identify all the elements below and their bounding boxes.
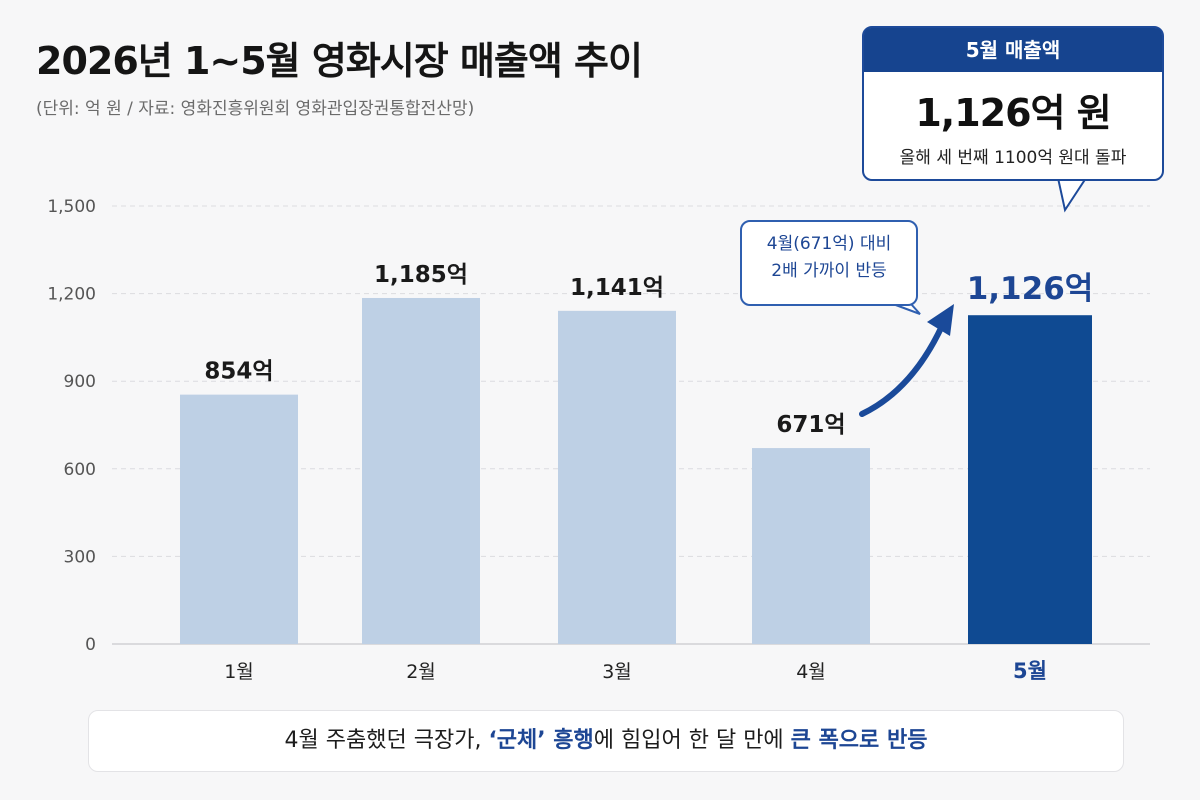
- y-tick-label: 300: [64, 547, 96, 567]
- bar-4: [752, 448, 870, 644]
- rebound-annotation: 4월(671억) 대비 2배 가까이 반등: [740, 220, 918, 306]
- bar-2: [362, 297, 480, 644]
- data-label: 854억: [204, 359, 273, 385]
- annotation-line-1: 4월(671억) 대비: [766, 234, 892, 254]
- annotation-line-2: 2배 가까이 반등: [771, 261, 887, 281]
- y-tick-label: 600: [64, 460, 96, 480]
- page-subtitle: (단위: 억 원 / 자료: 영화진흥위원회 영화관입장권통합전산망): [36, 99, 475, 119]
- data-label: 1,141억: [570, 275, 664, 301]
- y-tick-label: 0: [85, 635, 96, 655]
- data-label: 1,185억: [374, 262, 468, 288]
- y-tick-label: 1,500: [47, 197, 96, 217]
- callout-header: 5월 매출액: [864, 28, 1162, 72]
- x-tick-label: 1월: [224, 661, 254, 683]
- bar-5: [968, 315, 1092, 644]
- x-tick-label: 5월: [1013, 659, 1047, 683]
- bar-1: [180, 394, 298, 644]
- rebound-arrow: [859, 323, 945, 417]
- footer-text-2: 에 힘입어 한 달 만에: [593, 728, 791, 753]
- footer-text-1: 4월 주춤했던 극장가,: [284, 728, 489, 753]
- bar-3: [558, 310, 676, 644]
- footer-highlight-2: 큰 폭으로 반등: [790, 728, 928, 753]
- data-label: 671억: [776, 412, 845, 438]
- page-title: 2026년 1~5월 영화시장 매출액 추이: [36, 39, 643, 83]
- x-tick-label: 4월: [796, 661, 826, 683]
- callout-note: 올해 세 번째 1100억 원대 돌파: [899, 148, 1127, 168]
- data-label: 1,126억: [967, 271, 1094, 307]
- y-tick-label: 1,200: [47, 285, 96, 305]
- callout-value: 1,126억 원: [915, 91, 1111, 135]
- x-tick-label: 2월: [406, 661, 436, 683]
- rebound-arrow-head: [927, 304, 954, 336]
- may-revenue-callout: 5월 매출액 1,126억 원 올해 세 번째 1100억 원대 돌파: [862, 26, 1164, 181]
- footer-highlight-1: ‘군체’ 흥행: [488, 728, 594, 753]
- x-tick-label: 3월: [602, 661, 632, 683]
- y-tick-label: 900: [64, 372, 96, 392]
- summary-footer: 4월 주춤했던 극장가, ‘군체’ 흥행에 힘입어 한 달 만에 큰 폭으로 반…: [88, 710, 1124, 772]
- callout-tail: [1056, 177, 1088, 213]
